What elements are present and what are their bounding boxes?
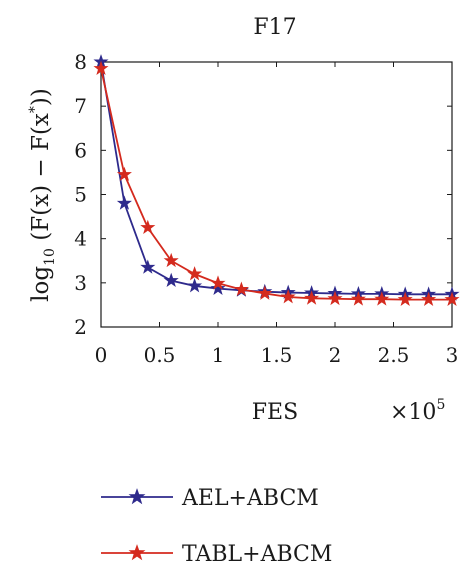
data-point-star xyxy=(116,195,132,210)
plot-area: 0 0.5 1 1.5 2 2.5 3 2 3 4 5 6 7 8 xyxy=(74,50,460,367)
series-1 xyxy=(93,54,460,301)
series-2 xyxy=(93,60,460,307)
x-axis: 0 0.5 1 1.5 2 2.5 3 xyxy=(95,62,459,367)
x-multiplier-exponent: 5 xyxy=(436,397,445,413)
legend-label: AEL+ABCM xyxy=(181,486,319,511)
series-group xyxy=(93,54,460,307)
legend-item: TABL+ABCM xyxy=(101,542,332,567)
data-point-star xyxy=(327,290,343,306)
y-label-superscript: * xyxy=(27,106,43,113)
y-label-body: (F(x) − F(x xyxy=(28,113,54,248)
data-point-star xyxy=(163,252,179,268)
data-point-star xyxy=(116,166,132,182)
x-multiplier-base: ×10 xyxy=(390,400,436,425)
y-label-prefix: log xyxy=(28,266,54,302)
series-line xyxy=(100,68,452,301)
y-tick-label: 3 xyxy=(74,271,87,295)
plot-frame xyxy=(100,61,453,328)
y-label-suffix: )) xyxy=(28,88,54,106)
y-label-subscript: 10 xyxy=(42,248,58,266)
x-axis-multiplier: ×105 xyxy=(390,397,445,425)
data-point-star xyxy=(397,291,413,307)
chart-title: F17 xyxy=(253,15,296,40)
y-axis: 2 3 4 5 6 7 8 xyxy=(74,50,452,339)
x-tick-label: 0 xyxy=(95,343,108,367)
data-point-star xyxy=(210,280,226,295)
data-point-star xyxy=(350,291,366,306)
x-tick-label: 1.5 xyxy=(261,343,293,367)
data-point-star xyxy=(233,281,249,296)
y-tick-label: 5 xyxy=(74,183,87,207)
data-point-star xyxy=(140,219,156,235)
data-point-star xyxy=(374,291,390,306)
data-point-star xyxy=(421,291,437,307)
y-tick-label: 6 xyxy=(74,138,87,162)
series-line xyxy=(100,61,452,296)
x-tick-label: 2 xyxy=(329,343,342,367)
x-tick-label: 3 xyxy=(446,343,459,367)
legend-label: TABL+ABCM xyxy=(182,542,332,567)
data-point-star xyxy=(187,266,203,281)
legend: AEL+ABCM TABL+ABCM xyxy=(101,486,332,567)
legend-item: AEL+ABCM xyxy=(101,486,319,511)
y-tick-label: 8 xyxy=(74,50,87,74)
y-tick-label: 4 xyxy=(74,227,87,251)
data-point-star xyxy=(93,60,109,76)
y-tick-label: 2 xyxy=(74,315,87,339)
data-point-star xyxy=(444,291,460,307)
data-point-star xyxy=(257,285,273,300)
data-point-star xyxy=(304,290,320,305)
data-point-star xyxy=(210,275,226,290)
legend-marker-star xyxy=(128,544,146,561)
x-tick-label: 2.5 xyxy=(378,343,410,367)
legend-marker-star xyxy=(128,488,146,505)
y-tick-label: 7 xyxy=(74,94,87,118)
data-point-star xyxy=(163,272,179,288)
data-point-star xyxy=(280,289,296,304)
x-axis-label: FES xyxy=(252,400,298,425)
x-tick-label: 0.5 xyxy=(144,343,176,367)
data-point-star xyxy=(140,259,156,274)
data-point-star xyxy=(187,278,203,293)
x-tick-label: 1 xyxy=(212,343,225,367)
y-axis-label: log10 (F(x) − F(x*)) xyxy=(27,88,58,302)
